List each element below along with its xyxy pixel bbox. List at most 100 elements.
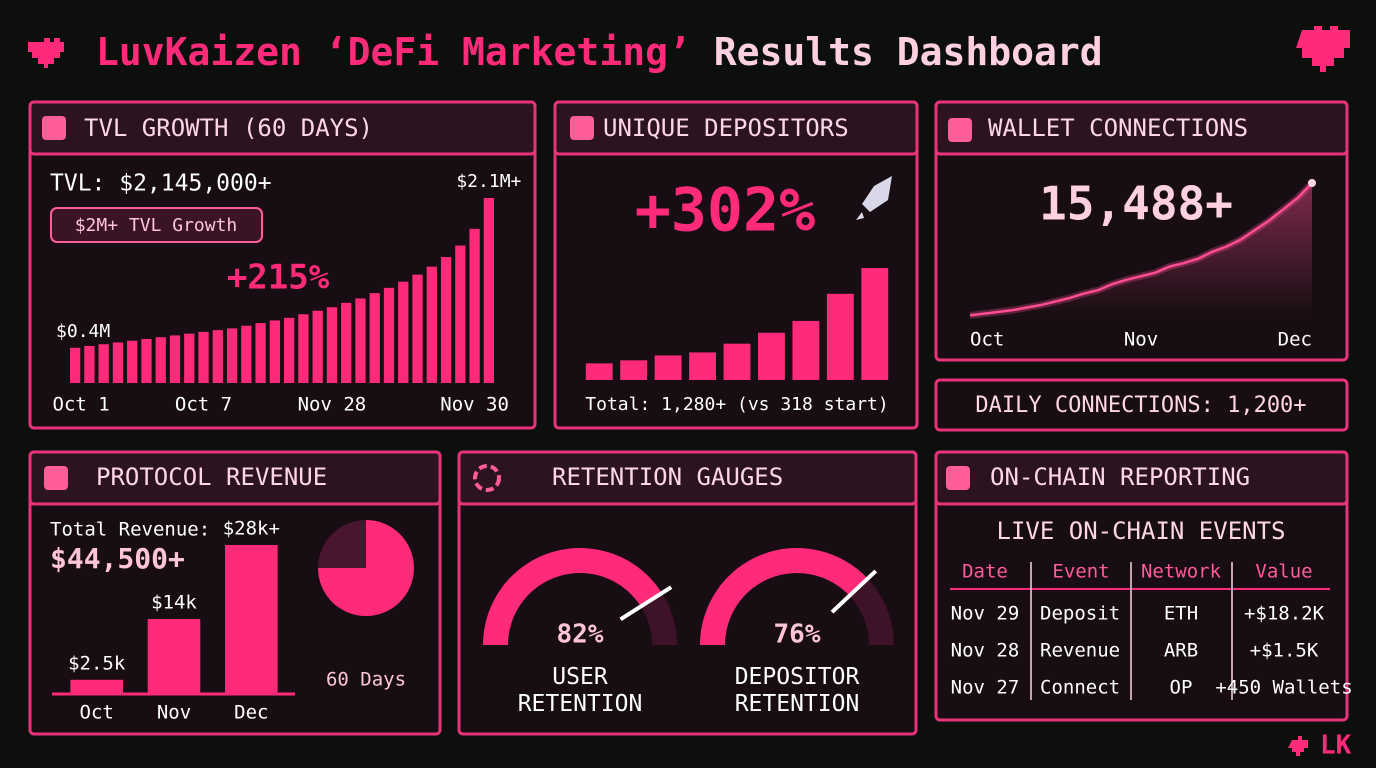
- bar: [355, 298, 366, 383]
- x-tick-label: Oct 1: [53, 394, 110, 416]
- table-cell: ARB: [1164, 640, 1198, 662]
- bar: [369, 293, 380, 383]
- bar: [689, 352, 716, 380]
- bar: [155, 337, 166, 383]
- bar: [426, 266, 437, 383]
- bar: [620, 360, 648, 380]
- table-cell: Nov 27: [951, 677, 1020, 699]
- panel-header: [28, 100, 537, 156]
- header-icon: [42, 116, 66, 140]
- headline: 15,488+: [1039, 177, 1233, 231]
- bar: [98, 344, 109, 383]
- gauge-name: USER RETENTION: [518, 664, 643, 717]
- value-label: $2.5k: [68, 652, 126, 674]
- panel-header: [553, 100, 919, 156]
- total-note: Total: 1,280+ (vs 318 start): [585, 394, 888, 415]
- value-label: $2.1M+: [456, 171, 521, 192]
- panel-title: PROTOCOL REVENUE: [96, 463, 327, 491]
- bar: [455, 245, 466, 383]
- bar: [198, 331, 209, 383]
- table-cell: Connect: [1040, 677, 1120, 699]
- table-header: Network: [1141, 561, 1222, 583]
- bar: [225, 545, 278, 693]
- bar: [341, 302, 352, 383]
- panel-title: WALLET CONNECTIONS: [988, 114, 1248, 142]
- value-label: $28k+: [223, 518, 280, 540]
- table-cell: Revenue: [1040, 640, 1120, 662]
- rocket-icon: [856, 176, 892, 220]
- bar: [241, 325, 252, 383]
- headline: +302%: [635, 176, 816, 246]
- bar: [184, 333, 195, 383]
- bar: [861, 268, 889, 380]
- footer-logo: LK: [1320, 731, 1352, 761]
- x-tick-label: Nov: [157, 702, 191, 724]
- pie-slice: [318, 520, 366, 568]
- bar: [792, 320, 820, 380]
- bar: [69, 347, 81, 383]
- bar: [255, 323, 266, 383]
- revenue-total: $44,500+: [50, 542, 185, 575]
- bar: [585, 363, 613, 380]
- header-icon: [473, 464, 501, 492]
- x-tick-label: Dec: [234, 702, 268, 724]
- bar: [127, 340, 138, 383]
- pie-label: 60 Days: [326, 669, 406, 691]
- tvl-total: TVL: $2,145,000+: [50, 171, 272, 197]
- gauge-value: [483, 547, 662, 645]
- bar: [298, 314, 309, 383]
- revenue-caption: Total Revenue:: [50, 519, 210, 541]
- table-cell: OP: [1170, 677, 1193, 699]
- gauge-name: DEPOSITOR RETENTION: [735, 664, 860, 717]
- bar: [212, 330, 223, 383]
- dashboard-title: LuvKaizen ‘DeFi Marketing’ Results Dashb…: [96, 30, 1103, 74]
- x-tick-label: Nov: [1124, 329, 1158, 351]
- bar: [312, 310, 323, 383]
- heart-icon: [1296, 26, 1350, 72]
- bar: [469, 228, 480, 383]
- x-tick-label: Oct: [80, 702, 114, 724]
- panel: [934, 378, 1349, 432]
- daily-connections: DAILY CONNECTIONS: 1,200+: [975, 393, 1306, 418]
- x-tick-label: Oct 7: [175, 394, 232, 416]
- table-cell: +$18.2K: [1244, 603, 1325, 625]
- table-header: Value: [1255, 561, 1312, 583]
- x-tick-label: Dec: [1278, 329, 1312, 351]
- bar: [758, 332, 785, 380]
- header-icon: [948, 118, 972, 142]
- table-cell: +$1.5K: [1250, 640, 1319, 662]
- gauge-percent: 76%: [774, 620, 821, 650]
- bar: [112, 342, 124, 383]
- table-cell: ETH: [1164, 603, 1198, 625]
- x-tick-label: Nov 30: [440, 394, 509, 416]
- bar: [826, 293, 854, 380]
- panel-title: UNIQUE DEPOSITORS: [603, 114, 849, 142]
- table-header: Date: [962, 561, 1008, 583]
- bar: [141, 338, 152, 383]
- heart-icon: [28, 38, 64, 68]
- bar: [723, 343, 751, 380]
- title-part: Results Dashboard: [714, 30, 1103, 74]
- bar: [326, 307, 338, 383]
- area: [970, 183, 1312, 318]
- bar: [412, 274, 423, 383]
- table-cell: Nov 28: [951, 640, 1020, 662]
- heart-icon: [1288, 736, 1308, 756]
- header-icon: [946, 466, 970, 490]
- bar: [84, 346, 95, 383]
- bar: [283, 317, 295, 383]
- header-icon: [570, 116, 594, 140]
- gauge-needle: [830, 569, 878, 614]
- badge-text: $2M+ TVL Growth: [75, 215, 238, 236]
- bar: [169, 335, 181, 383]
- bar: [383, 287, 395, 383]
- bar: [226, 328, 238, 383]
- gauge-value: [700, 547, 868, 645]
- panel-title: ON-CHAIN REPORTING: [990, 463, 1250, 491]
- bar: [269, 320, 281, 383]
- bar: [147, 619, 201, 693]
- bar: [440, 257, 452, 383]
- bar: [70, 679, 123, 693]
- gauge-percent: 82%: [557, 620, 604, 650]
- panel-title: RETENTION GAUGES: [552, 463, 783, 491]
